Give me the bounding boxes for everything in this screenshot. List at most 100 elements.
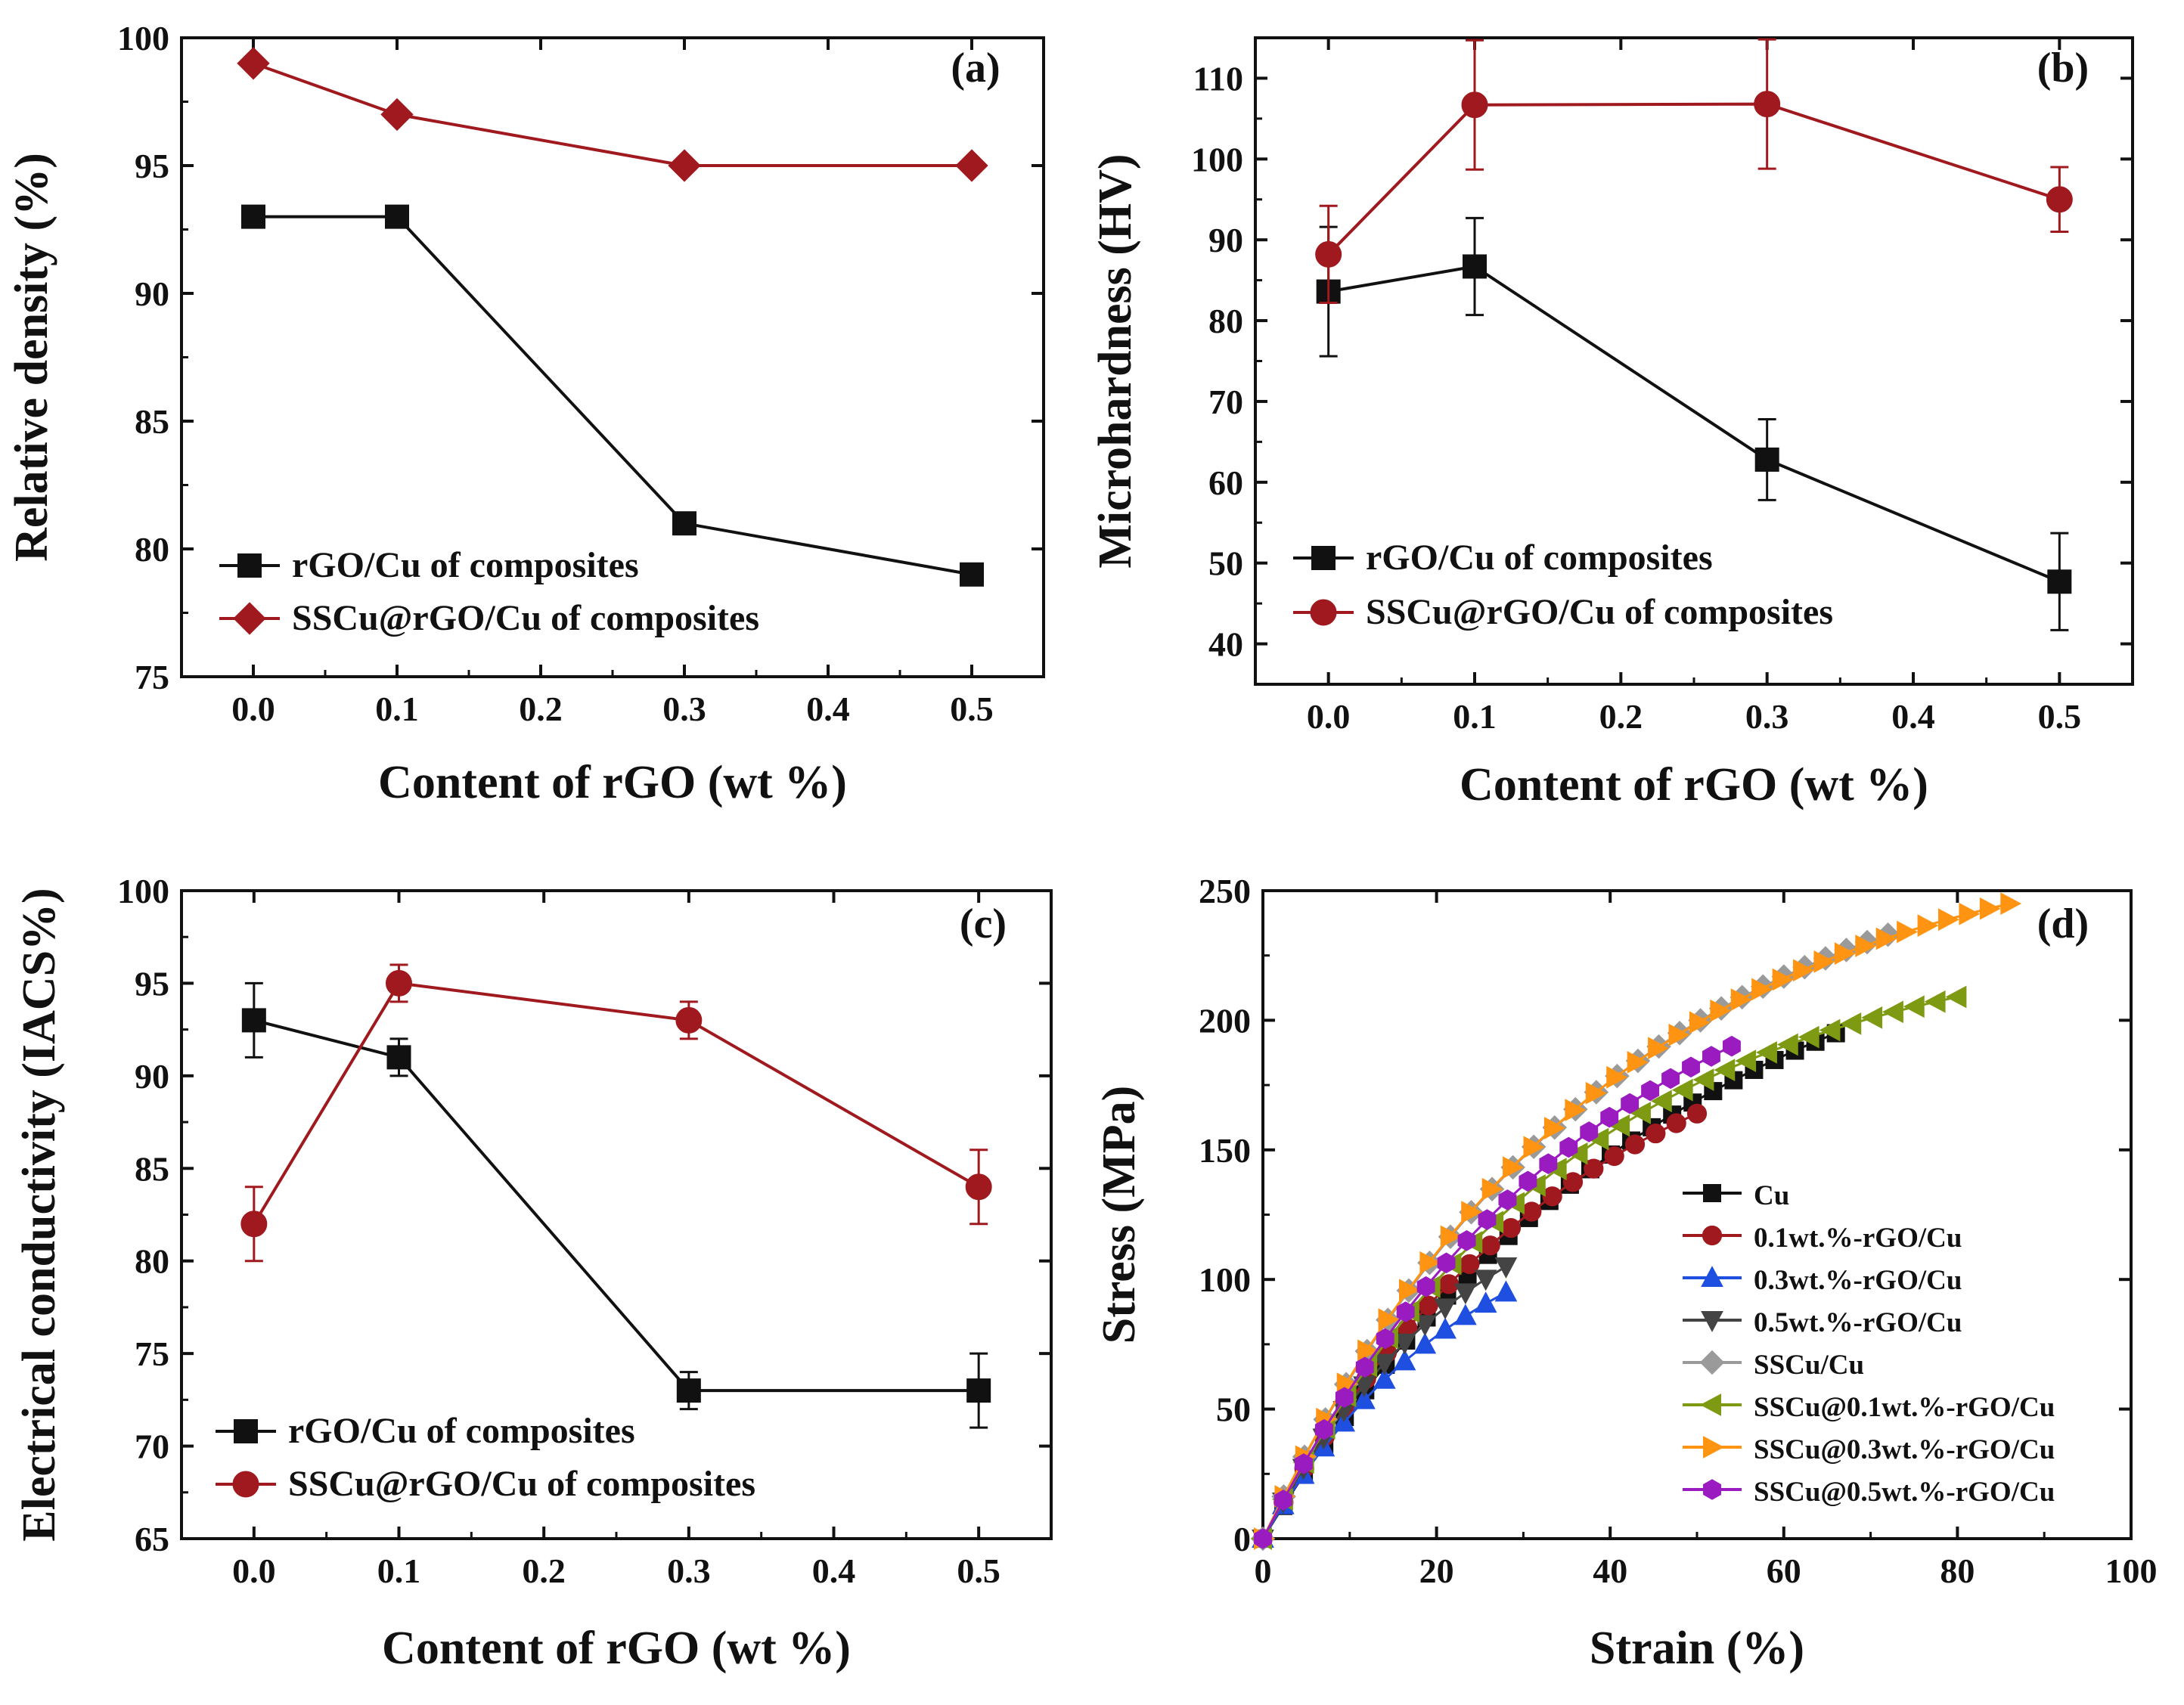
x-tick-label: 0.2 (1599, 697, 1643, 736)
x-tick-label: 0.0 (231, 690, 275, 728)
data-point (1938, 908, 1959, 932)
curve-line (1261, 1032, 1837, 1539)
legend-marker (1703, 1436, 1724, 1459)
data-point (241, 1008, 266, 1033)
y-tick-label: 60 (1208, 463, 1243, 502)
data-point (1682, 1056, 1700, 1078)
legend-label: SSCu@rGO/Cu of composites (1366, 592, 1833, 632)
data-point (1959, 902, 1981, 925)
data-point (1353, 1387, 1376, 1409)
data-point (1559, 1136, 1578, 1158)
data-point (1793, 959, 1814, 982)
panel-a: 0.0 0.1 0.2 0.3 0.4 0.5 75 80 85 90 95 100 Content o… (6, 19, 1045, 808)
data-point (1522, 1201, 1542, 1222)
data-point (1624, 1134, 1646, 1155)
x-tick-label: 60 (1767, 1552, 1801, 1590)
data-point (1945, 985, 1967, 1009)
data-point (676, 1378, 701, 1403)
data-point (1924, 990, 1946, 1013)
y-tick-label: 85 (135, 402, 169, 441)
legend-marker (1699, 1350, 1725, 1375)
series-1 (241, 204, 984, 587)
x-tick-label: 20 (1419, 1552, 1454, 1590)
data-point (1751, 978, 1773, 1001)
x-tick-label: 0.4 (1891, 697, 1935, 736)
data-point (380, 98, 414, 132)
y-tick-label: 70 (135, 1428, 169, 1466)
legend-label: Cu (1754, 1180, 1789, 1211)
data-point (1355, 1356, 1374, 1378)
y-axis-label: Microhardness (HV) (1090, 153, 1141, 568)
data-point (1917, 914, 1939, 937)
data-point (1710, 999, 1732, 1022)
x-axis-label: Strain (%) (1590, 1623, 1804, 1674)
data-point (1587, 1127, 1609, 1151)
y-tick-label: 95 (135, 147, 169, 185)
data-point (1562, 1172, 1584, 1192)
legend-marker (1702, 1225, 1723, 1246)
legend-label: SSCu@0.1wt.%-rGO/Cu (1754, 1392, 2055, 1423)
x-tick-label: 0.2 (519, 690, 563, 728)
x-tick-label: 0.1 (375, 690, 419, 728)
data-point (1523, 1136, 1545, 1159)
data-point (1756, 1041, 1777, 1064)
legend-label: SSCu@0.3wt.%-rGO/Cu (1754, 1434, 2055, 1465)
x-tick-label: 0.3 (662, 690, 706, 728)
data-point (386, 1045, 411, 1070)
legend-marker (1701, 1266, 1723, 1287)
y-tick-label: 100 (1191, 140, 1243, 178)
y-tick-label: 75 (135, 658, 169, 696)
data-point (1776, 1033, 1798, 1056)
panel-label: (c) (960, 901, 1007, 947)
x-tick-label: 0.0 (232, 1552, 276, 1590)
y-tick-label: 250 (1199, 872, 1251, 910)
legend: rGO/Cu of composites SSCu@rGO/Cu of compo… (216, 1411, 755, 1504)
legend-label: SSCu/Cu (1754, 1350, 1864, 1381)
legend-marker (232, 1471, 259, 1498)
data-point (1648, 1037, 1669, 1060)
data-point (965, 1173, 992, 1201)
data-point (1840, 1012, 1862, 1035)
curve-7 (1254, 892, 2022, 1550)
legend-marker (1703, 1184, 1721, 1202)
data-point (2000, 892, 2022, 916)
data-point (1855, 935, 1877, 957)
legend-label: 0.5wt.%-rGO/Cu (1754, 1307, 1962, 1338)
data-point (241, 204, 265, 229)
data-point (1735, 1049, 1757, 1073)
data-point (1585, 1081, 1607, 1105)
data-point (1702, 1046, 1720, 1067)
data-point (1686, 1103, 1708, 1124)
series-line (1327, 102, 2060, 256)
data-point (1498, 1189, 1517, 1211)
y-tick-label: 200 (1199, 1001, 1251, 1040)
data-point (1461, 91, 1488, 119)
data-point (237, 47, 270, 80)
data-point (1453, 1304, 1477, 1325)
x-tick-label: 0.1 (377, 1552, 421, 1590)
panel-label: (b) (2037, 45, 2089, 91)
x-axis-label: Content of rGO (wt %) (382, 1623, 851, 1674)
data-point (1500, 1217, 1522, 1238)
x-tick-label: 0.5 (2038, 697, 2082, 736)
data-point (966, 1378, 991, 1403)
data-point (1979, 897, 2001, 920)
legend-marker (233, 602, 266, 635)
x-tick-label: 0.2 (522, 1552, 566, 1590)
data-point (386, 969, 412, 997)
data-point (1376, 1328, 1394, 1350)
y-tick-label: 65 (135, 1520, 169, 1558)
data-point (1772, 968, 1794, 991)
data-point (1600, 1106, 1619, 1128)
y-tick-label: 50 (1216, 1390, 1251, 1429)
data-point (1580, 1121, 1599, 1142)
data-point (1621, 1093, 1640, 1114)
data-point (2047, 569, 2072, 594)
curve-line (1261, 1265, 1507, 1539)
data-point (1834, 942, 1856, 965)
data-point (955, 149, 988, 182)
y-tick-label: 100 (117, 19, 169, 57)
data-point (668, 149, 701, 182)
data-point (1539, 1153, 1558, 1175)
y-tick-label: 150 (1199, 1131, 1251, 1170)
